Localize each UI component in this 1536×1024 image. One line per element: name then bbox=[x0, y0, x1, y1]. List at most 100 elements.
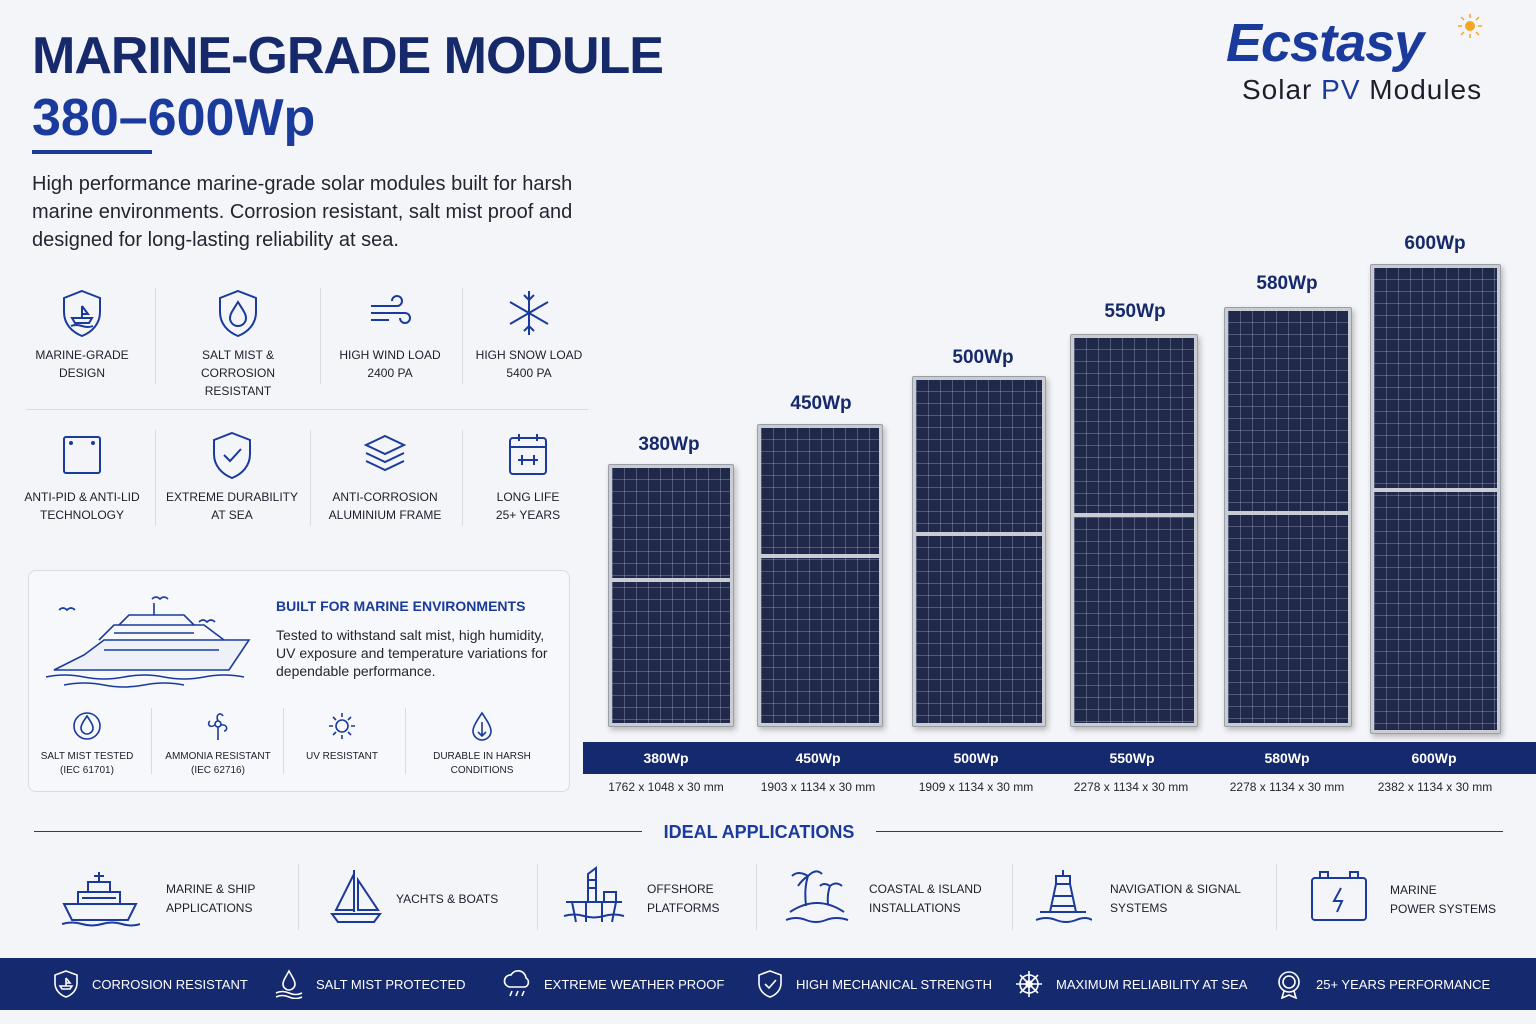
feature-marine-grade: MARINE-GRADE DESIGN bbox=[12, 288, 152, 382]
application-label: YACHTS & BOATS bbox=[396, 892, 499, 906]
benefit-label: CORROSION RESISTANT bbox=[92, 976, 248, 992]
benefit-label: SALT MIST PROTECTED bbox=[316, 976, 466, 992]
marine-environment-card bbox=[28, 570, 570, 792]
spec-dims-450: 1903 x 1134 x 30 mm bbox=[760, 780, 876, 794]
solar-panel-500 bbox=[912, 376, 1046, 727]
divider bbox=[462, 288, 463, 384]
divider bbox=[1276, 864, 1277, 930]
spec-power-380: 380Wp bbox=[643, 750, 689, 766]
marine-feature-uv: UV RESISTANT bbox=[277, 710, 407, 764]
application-navigation: NAVIGATION & SIGNAL SYSTEMS bbox=[1034, 862, 1264, 932]
oil-platform-icon bbox=[563, 866, 625, 923]
marine-feature-ammonia: AMMONIA RESISTANT (IEC 62716) bbox=[153, 710, 283, 778]
power-range-title: 380–600Wp bbox=[32, 89, 316, 147]
layers-icon bbox=[363, 434, 407, 472]
solar-panel-600 bbox=[1370, 264, 1501, 734]
marine-feature-label: DURABLE IN HARSH bbox=[433, 751, 531, 762]
marine-feature-salt-mist: SALT MIST TESTED (IEC 61701) bbox=[22, 710, 152, 778]
feature-label: MARINE-GRADE DESIGN bbox=[35, 348, 129, 380]
marine-feature-durable: DURABLE IN HARSH CONDITIONS bbox=[417, 710, 547, 778]
benefit-salt-mist: SALT MIST PROTECTED bbox=[274, 958, 466, 1010]
solar-panel-550 bbox=[1070, 334, 1198, 727]
benefit-label: HIGH MECHANICAL STRENGTH bbox=[796, 976, 992, 992]
spec-power-500: 500Wp bbox=[953, 750, 999, 766]
solar-panel-580 bbox=[1224, 307, 1352, 727]
module-icon bbox=[63, 436, 101, 474]
divider bbox=[310, 430, 311, 526]
shield-boat-icon bbox=[63, 289, 101, 338]
feature-long-life: LONG LIFE 25+ YEARS bbox=[458, 430, 598, 524]
shield-check-icon bbox=[213, 431, 251, 480]
application-offshore: OFFSHORE PLATFORMS bbox=[562, 862, 752, 932]
feature-anti-corrosion: ANTI-CORROSION ALUMINIUM FRAME bbox=[315, 430, 455, 524]
spec-dims-500: 1909 x 1134 x 30 mm bbox=[918, 780, 1034, 794]
spec-bar bbox=[583, 742, 1536, 774]
battery-icon bbox=[1311, 871, 1367, 921]
buoy-icon bbox=[1035, 870, 1092, 923]
feature-label: HIGH WIND LOAD bbox=[339, 348, 441, 362]
marine-card-text: Tested to withstand salt mist, high humi… bbox=[276, 627, 548, 679]
application-label: POWER SYSTEMS bbox=[1390, 902, 1497, 916]
logo-sub-pv: PV bbox=[1321, 74, 1361, 105]
applications-title: IDEAL APPLICATIONS bbox=[663, 822, 855, 842]
drop-outline-icon bbox=[472, 711, 492, 741]
features-divider bbox=[26, 409, 588, 410]
divider bbox=[876, 831, 1503, 832]
spec-dims-380: 1762 x 1048 x 30 mm bbox=[608, 780, 724, 794]
divider bbox=[34, 831, 642, 832]
feature-durability: EXTREME DURABILITY AT SEA bbox=[162, 430, 302, 524]
logo-subtitle: Solar PV Modules bbox=[1242, 74, 1482, 106]
divider bbox=[151, 708, 152, 774]
feature-snow-load: HIGH SNOW LOAD 5400 Pa bbox=[459, 288, 599, 382]
application-label: NAVIGATION & SIGNAL bbox=[1110, 882, 1241, 896]
application-label: SYSTEMS bbox=[1110, 901, 1168, 915]
brand-logo: Ecstasy bbox=[1226, 13, 1424, 73]
divider bbox=[283, 708, 284, 774]
application-marine-power: MARINE POWER SYSTEMS bbox=[1308, 862, 1508, 932]
benefit-corrosion: CORROSION RESISTANT bbox=[52, 958, 248, 1010]
sun-icon bbox=[329, 713, 355, 739]
panel-label-580: 580Wp bbox=[1256, 273, 1318, 294]
title-underline bbox=[32, 150, 152, 154]
divider bbox=[537, 864, 538, 930]
shield-boat-icon bbox=[54, 970, 78, 998]
drop-icon bbox=[73, 712, 101, 740]
wind-icon bbox=[371, 295, 411, 324]
spec-power-600: 600Wp bbox=[1411, 750, 1457, 766]
marine-feature-label: UV RESISTANT bbox=[305, 751, 379, 762]
solar-panel-450 bbox=[757, 424, 883, 727]
marine-card-title: BUILT FOR MARINE ENVIRONMENTS bbox=[276, 598, 526, 614]
spec-dims-580: 2278 x 1134 x 30 mm bbox=[1229, 780, 1345, 794]
divider bbox=[155, 288, 156, 384]
benefit-mechanical: HIGH MECHANICAL STRENGTH bbox=[756, 958, 992, 1010]
shield-drop-icon bbox=[219, 289, 257, 338]
ship-icon bbox=[61, 872, 140, 927]
application-label: INSTALLATIONS bbox=[869, 901, 961, 915]
divider bbox=[405, 708, 406, 774]
feature-wind-load: HIGH WIND LOAD 2400 Pa bbox=[320, 288, 460, 382]
application-coastal: COASTAL & ISLAND INSTALLATIONS bbox=[784, 862, 1004, 932]
application-label: COASTAL & ISLAND bbox=[869, 882, 982, 896]
divider bbox=[462, 430, 463, 526]
application-label: PLATFORMS bbox=[647, 901, 720, 915]
application-marine-ship: MARINE & SHIP APPLICATIONS bbox=[60, 862, 290, 932]
logo-sub-post: Modules bbox=[1360, 74, 1483, 105]
feature-value: 25+ YEARS bbox=[495, 508, 561, 522]
panel-label-500: 500Wp bbox=[952, 347, 1014, 368]
marine-feature-label: AMMONIA RESISTANT bbox=[165, 751, 271, 762]
feature-label: HIGH SNOW LOAD bbox=[475, 348, 583, 362]
badge-icon bbox=[1278, 971, 1300, 999]
benefit-reliability: MAXIMUM RELIABILITY AT SEA bbox=[1014, 958, 1247, 1010]
marine-feature-value: CONDITIONS bbox=[450, 765, 514, 776]
page-title: MARINE-GRADE MODULE bbox=[32, 27, 664, 85]
marine-feature-value: (IEC 62716) bbox=[191, 765, 245, 776]
yacht-illustration bbox=[45, 596, 251, 688]
feature-label: LONG LIFE bbox=[496, 490, 560, 504]
feature-salt-mist: SALT MIST & CORROSION RESISTANT bbox=[168, 288, 308, 400]
spec-dims-600: 2382 x 1134 x 30 mm bbox=[1377, 780, 1493, 794]
feature-label: SALT MIST & CORROSION RESISTANT bbox=[200, 348, 275, 398]
calendar-icon bbox=[509, 434, 547, 475]
divider bbox=[298, 864, 299, 930]
intro-description: High performance marine-grade solar modu… bbox=[32, 173, 573, 251]
feature-value: 2400 Pa bbox=[367, 366, 413, 380]
